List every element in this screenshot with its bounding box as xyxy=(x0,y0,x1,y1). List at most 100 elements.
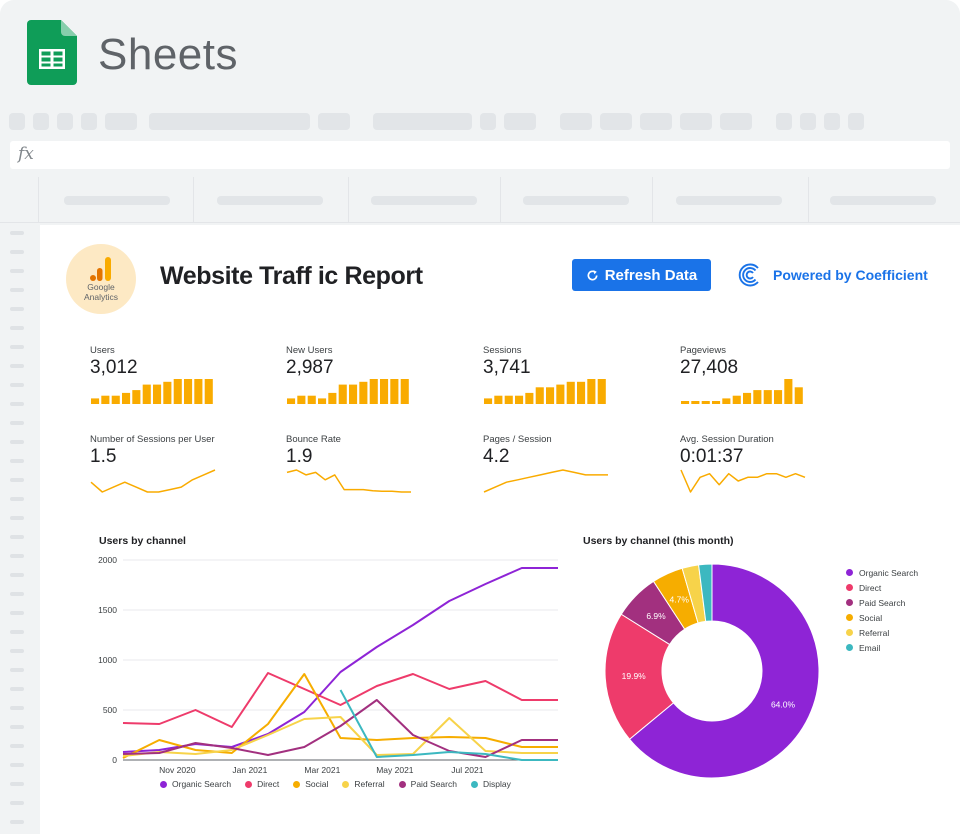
toolbar-button[interactable] xyxy=(800,113,816,130)
toolbar-button[interactable] xyxy=(824,113,840,130)
legend-item[interactable]: Display xyxy=(470,779,511,789)
row-number[interactable] xyxy=(10,668,24,672)
formula-bar[interactable]: fx xyxy=(10,141,950,169)
row-number[interactable] xyxy=(10,364,24,368)
legend-item[interactable]: Email xyxy=(846,640,918,655)
row-number[interactable] xyxy=(10,649,24,653)
pie-slice xyxy=(628,563,820,779)
row-number[interactable] xyxy=(10,307,24,311)
y-tick-label: 0 xyxy=(112,755,117,765)
toolbar-button[interactable] xyxy=(373,113,472,130)
row-number[interactable] xyxy=(10,497,24,501)
row-number[interactable] xyxy=(10,383,24,387)
sparkline-bar xyxy=(338,384,347,404)
legend-item[interactable]: Organic Search xyxy=(846,565,918,580)
legend-item[interactable]: Paid Search xyxy=(846,595,918,610)
row-number[interactable] xyxy=(10,554,24,558)
column-header[interactable] xyxy=(523,196,629,205)
legend-label: Organic Search xyxy=(859,567,919,578)
sparkline-bar xyxy=(587,379,596,404)
column-header[interactable] xyxy=(64,196,170,205)
legend-label: Referral xyxy=(354,779,385,789)
legend-item[interactable]: Referral xyxy=(846,625,918,640)
row-number[interactable] xyxy=(10,801,24,805)
row-number[interactable] xyxy=(10,535,24,539)
row-number[interactable] xyxy=(10,763,24,767)
column-header[interactable] xyxy=(371,196,477,205)
legend-label: Display xyxy=(482,779,511,789)
row-number[interactable] xyxy=(10,459,24,463)
toolbar-button[interactable] xyxy=(640,113,672,130)
toolbar-button[interactable] xyxy=(480,113,496,130)
row-number[interactable] xyxy=(10,687,24,691)
column-header[interactable] xyxy=(830,196,936,205)
row-number[interactable] xyxy=(10,250,24,254)
toolbar-button[interactable] xyxy=(776,113,792,130)
sparkline-bar xyxy=(318,398,327,404)
metric-value: 1.5 xyxy=(90,446,117,467)
column-divider xyxy=(193,177,194,223)
toolbar-button[interactable] xyxy=(848,113,864,130)
refresh-data-button[interactable]: Refresh Data xyxy=(572,259,711,291)
legend-item[interactable]: Direct xyxy=(245,779,279,789)
metric-value: 3,741 xyxy=(483,357,531,378)
pie-data-label: 6.9% xyxy=(646,611,666,621)
toolbar-button[interactable] xyxy=(504,113,536,130)
series-line xyxy=(122,699,558,758)
row-number[interactable] xyxy=(10,231,24,235)
pie-data-label: 64.0% xyxy=(771,699,796,709)
row-number[interactable] xyxy=(10,782,24,786)
metric-label: Avg. Session Duration xyxy=(680,434,774,445)
toolbar-button[interactable] xyxy=(680,113,712,130)
legend-label: Social xyxy=(305,779,329,789)
column-header[interactable] xyxy=(217,196,323,205)
sparkline-line xyxy=(90,469,216,493)
toolbar-button[interactable] xyxy=(33,113,49,130)
row-number[interactable] xyxy=(10,421,24,425)
legend-item[interactable]: Direct xyxy=(846,580,918,595)
legend-item[interactable]: Social xyxy=(846,610,918,625)
row-number[interactable] xyxy=(10,706,24,710)
row-number[interactable] xyxy=(10,630,24,634)
toolbar-button[interactable] xyxy=(600,113,632,130)
row-number[interactable] xyxy=(10,288,24,292)
sparkline-bar xyxy=(494,395,503,404)
toolbar-button[interactable] xyxy=(57,113,73,130)
toolbar-button[interactable] xyxy=(81,113,97,130)
row-number[interactable] xyxy=(10,478,24,482)
metric-label: Number of Sessions per User xyxy=(90,434,215,445)
column-header[interactable] xyxy=(676,196,782,205)
legend-item[interactable]: Paid Search xyxy=(398,779,457,789)
metric-label: Users xyxy=(90,345,115,356)
legend-item[interactable]: Social xyxy=(293,779,328,789)
toolbar-button[interactable] xyxy=(105,113,137,130)
toolbar-button[interactable] xyxy=(720,113,752,130)
row-number[interactable] xyxy=(10,402,24,406)
legend-item[interactable]: Referral xyxy=(342,779,385,789)
row-number[interactable] xyxy=(10,744,24,748)
users-by-channel-line-chart: 0 500 1000 1500 2000 Nov 2020 Jan 2021 Mar 2021… xyxy=(98,555,558,775)
legend-item[interactable]: Organic Search xyxy=(160,779,231,789)
legend-swatch xyxy=(846,629,853,636)
row-number[interactable] xyxy=(10,725,24,729)
row-number[interactable] xyxy=(10,345,24,349)
row-number[interactable] xyxy=(10,592,24,596)
row-number[interactable] xyxy=(10,516,24,520)
row-number[interactable] xyxy=(10,611,24,615)
toolbar-button[interactable] xyxy=(9,113,25,130)
powered-by-coefficient-link[interactable]: Powered by Coefficient xyxy=(737,259,928,291)
legend-swatch xyxy=(342,780,350,788)
legend-label: Paid Search xyxy=(410,779,457,789)
row-number[interactable] xyxy=(10,269,24,273)
metric-sparkline xyxy=(286,469,411,493)
toolbar-button[interactable] xyxy=(149,113,310,130)
toolbar-button[interactable] xyxy=(560,113,592,130)
row-number[interactable] xyxy=(10,573,24,577)
legend-swatch xyxy=(846,644,853,651)
row-number[interactable] xyxy=(10,820,24,824)
toolbar-button[interactable] xyxy=(318,113,350,130)
row-number[interactable] xyxy=(10,440,24,444)
x-tick-label: May 2021 xyxy=(376,765,414,775)
metric-value: 3,012 xyxy=(90,357,138,378)
row-number[interactable] xyxy=(10,326,24,330)
